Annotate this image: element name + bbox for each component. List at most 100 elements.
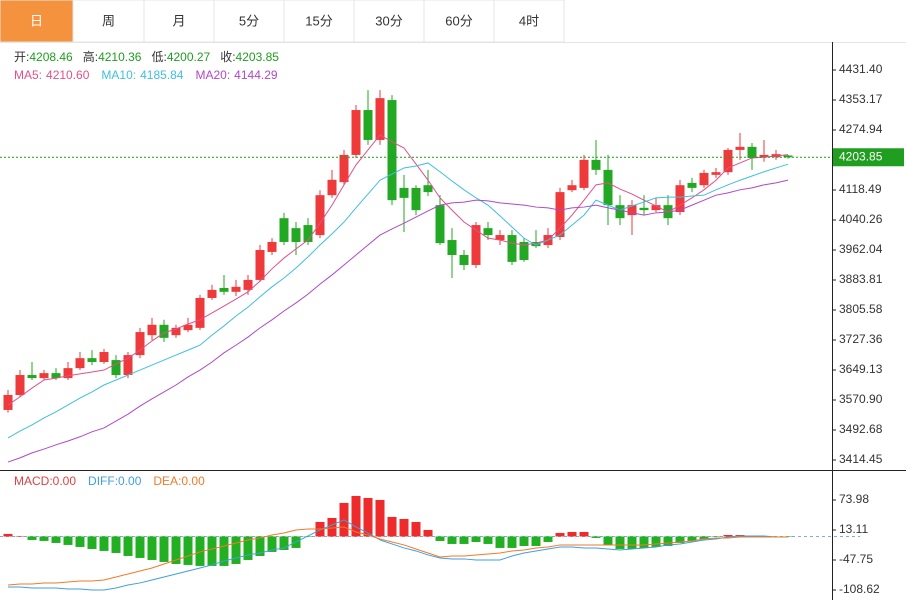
candle-body: [99, 352, 109, 362]
macd-bar: [663, 536, 673, 546]
macd-bar: [471, 536, 481, 542]
tab-label[interactable]: 60分: [445, 13, 472, 28]
candle-body: [75, 358, 85, 369]
candle-body: [195, 297, 205, 328]
tab[interactable]: 30分: [353, 0, 425, 43]
candle-body: [735, 146, 745, 150]
macd-bar: [531, 536, 541, 546]
candle-body: [27, 375, 37, 379]
candle-body: [783, 155, 793, 158]
ohlc-label: 开:: [14, 50, 29, 64]
tab[interactable]: 4时: [493, 0, 565, 43]
ohlc-label: 高:: [83, 49, 98, 64]
tab-label[interactable]: 日: [30, 13, 43, 28]
tab-label[interactable]: 周: [102, 13, 115, 28]
macd-bar: [543, 536, 553, 542]
macd-bar: [591, 536, 601, 538]
macd-bar: [567, 531, 577, 537]
candle-body: [699, 172, 709, 186]
candle-body: [615, 205, 625, 219]
macd-bar: [711, 536, 721, 537]
tab-label[interactable]: 15分: [305, 13, 332, 28]
macd-bar: [27, 536, 37, 540]
candle-body: [87, 358, 97, 362]
candle-body: [507, 235, 517, 262]
ma-legend-name: MA20:: [195, 68, 230, 82]
y-tick-label: 4118.49: [839, 182, 882, 196]
macd-bar: [459, 536, 469, 544]
tab[interactable]: 15分: [283, 0, 355, 43]
y-tick-label: -108.62: [839, 582, 880, 596]
macd-bar: [423, 529, 433, 537]
candle-body: [747, 146, 757, 158]
macd-bar: [447, 536, 457, 544]
macd-bar: [51, 536, 61, 543]
candle-body: [423, 185, 433, 193]
macd-bar: [63, 536, 73, 545]
tab-background[interactable]: [0, 0, 74, 43]
tab-background[interactable]: [493, 0, 565, 43]
candle-body: [231, 286, 241, 292]
candle-body: [579, 159, 589, 188]
tab-label[interactable]: 月: [172, 13, 185, 28]
candle-body: [591, 159, 601, 170]
candle-body: [363, 110, 373, 140]
ohlc-value: 4203.85: [236, 50, 280, 64]
candle-body: [723, 149, 733, 173]
candle-body: [519, 241, 529, 260]
tab[interactable]: 日: [0, 0, 74, 43]
tab-background[interactable]: [143, 0, 215, 43]
macd-bar: [603, 536, 613, 545]
macd-bar: [615, 536, 625, 549]
tab-label[interactable]: 4时: [519, 13, 539, 28]
macd-bar: [723, 534, 733, 537]
macd-bar: [363, 497, 373, 537]
candle-body: [147, 324, 157, 336]
y-tick-label: 3570.90: [839, 392, 883, 406]
candle-body: [303, 225, 313, 242]
tab-label[interactable]: 5分: [239, 13, 259, 28]
candle-body: [447, 240, 457, 255]
macd-line: [8, 519, 788, 591]
ohlc-label: 收:: [220, 50, 235, 64]
last-price-label: 4203.85: [839, 149, 883, 163]
macd-bar: [483, 536, 493, 544]
macd-bar: [231, 536, 241, 564]
candle-body: [471, 225, 481, 265]
candle-body: [183, 324, 193, 331]
y-tick-label: 3805.58: [839, 302, 883, 316]
candle-body: [675, 185, 685, 213]
candle-body: [315, 195, 325, 236]
y-tick-label: 73.98: [839, 492, 869, 506]
candle-body: [63, 368, 73, 379]
candle-body: [351, 110, 361, 155]
macd-bar: [15, 535, 25, 537]
candle-body: [759, 154, 769, 158]
candle-body: [219, 287, 229, 292]
macd-bar: [351, 495, 361, 537]
macd-bar: [639, 536, 649, 548]
y-tick-label: 4431.40: [839, 62, 883, 76]
ma-legend-value: 4185.84: [140, 68, 184, 82]
ohlc-value: 4208.46: [29, 50, 73, 64]
candle-body: [279, 218, 289, 242]
tab[interactable]: 60分: [423, 0, 495, 43]
macd-bar: [171, 536, 181, 564]
tab[interactable]: 周: [72, 0, 145, 43]
ohlc-value: 4210.36: [98, 50, 142, 64]
macd-bar: [255, 536, 265, 556]
macd-legend-item: DEA:0.00: [153, 474, 205, 488]
candle-body: [399, 187, 409, 198]
macd-bar: [159, 536, 169, 562]
ma-legend-value: 4144.29: [234, 68, 278, 82]
macd-legend-item: MACD:0.00: [14, 474, 76, 488]
y-tick-label: 3883.81: [839, 272, 883, 286]
tab[interactable]: 5分: [213, 0, 285, 43]
candle-body: [3, 394, 13, 410]
tab[interactable]: 月: [143, 0, 215, 43]
tab-label[interactable]: 30分: [375, 13, 402, 28]
candle-body: [459, 254, 469, 265]
candle-body: [567, 185, 577, 191]
tab-background[interactable]: [283, 0, 355, 43]
